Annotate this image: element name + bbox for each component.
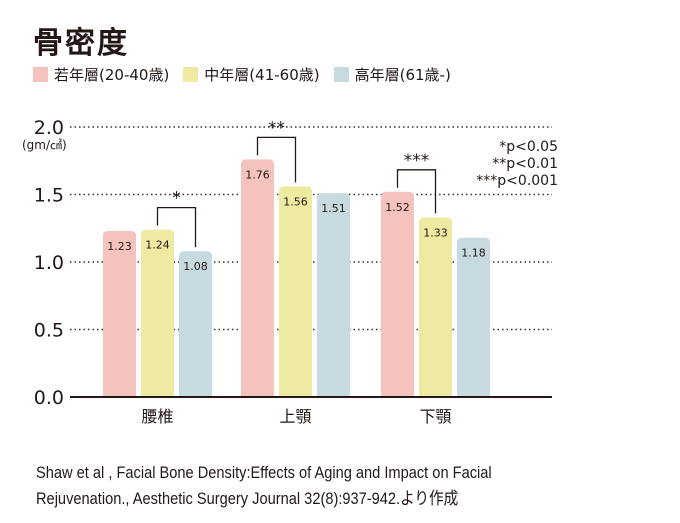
legend-swatch [333, 67, 349, 82]
data-label: 1.18 [461, 247, 486, 260]
y-tick-label: 1.5 [34, 185, 64, 207]
legend-item: 若年層(20-40歳) [33, 64, 169, 85]
x-tick-label: 上顎 [279, 407, 311, 426]
legend-item: 高年層(61歳-) [333, 64, 451, 85]
legend-label: 若年層(20-40歳) [54, 66, 170, 84]
data-label: 1.24 [145, 239, 170, 252]
data-label: 1.52 [385, 201, 410, 214]
y-axis-unit: (gm/㎠) [22, 138, 67, 152]
y-tick-label: 0.0 [34, 387, 64, 409]
bar [179, 251, 212, 397]
x-tick-label: 腰椎 [141, 407, 173, 426]
significance-bracket [396, 169, 437, 214]
bar [381, 191, 414, 397]
citation: Shaw et al , Facial Bone Density:Effects… [36, 460, 672, 512]
legend-item: 中年層(41-60歳) [183, 64, 320, 85]
y-tick-label: 2.0 [34, 117, 64, 139]
x-tick-label: 下顎 [419, 407, 451, 426]
citation-line: Rejuvenation., Aesthetic Surgery Journal… [36, 489, 459, 508]
significance-mark: *** [404, 151, 430, 171]
legend-label: 高年層(61歳-) [354, 66, 451, 84]
legend-swatch [183, 67, 199, 82]
significance-key: **p<0.01 [492, 156, 558, 172]
significance-bracket [256, 136, 297, 183]
y-tick-label: 1.0 [34, 252, 64, 274]
data-label: 1.08 [183, 260, 208, 273]
legend-swatch [33, 67, 48, 82]
data-label: 1.23 [107, 240, 132, 253]
bar [241, 159, 274, 397]
significance-mark: ** [268, 118, 285, 138]
chart-title: 骨密度 [33, 26, 129, 61]
bar [419, 217, 452, 397]
significance-bracket [156, 206, 197, 248]
bar [457, 237, 490, 397]
data-label: 1.56 [283, 195, 308, 208]
legend-label: 中年層(41-60歳) [204, 66, 320, 84]
data-label: 1.33 [423, 226, 448, 239]
bar [141, 229, 174, 397]
bar [317, 193, 350, 397]
significance-key: *p<0.05 [499, 139, 558, 155]
bar [279, 186, 312, 397]
citation-line: Shaw et al , Facial Bone Density:Effects… [36, 463, 492, 482]
significance-key: ***p<0.001 [476, 173, 558, 189]
data-label: 1.76 [245, 168, 270, 181]
y-tick-label: 0.5 [34, 320, 64, 342]
data-label: 1.51 [321, 202, 346, 215]
legend: 若年層(20-40歳) 中年層(41-60歳) 高年層(61歳-) [33, 64, 465, 85]
significance-mark: * [172, 189, 181, 209]
bar [103, 230, 136, 397]
